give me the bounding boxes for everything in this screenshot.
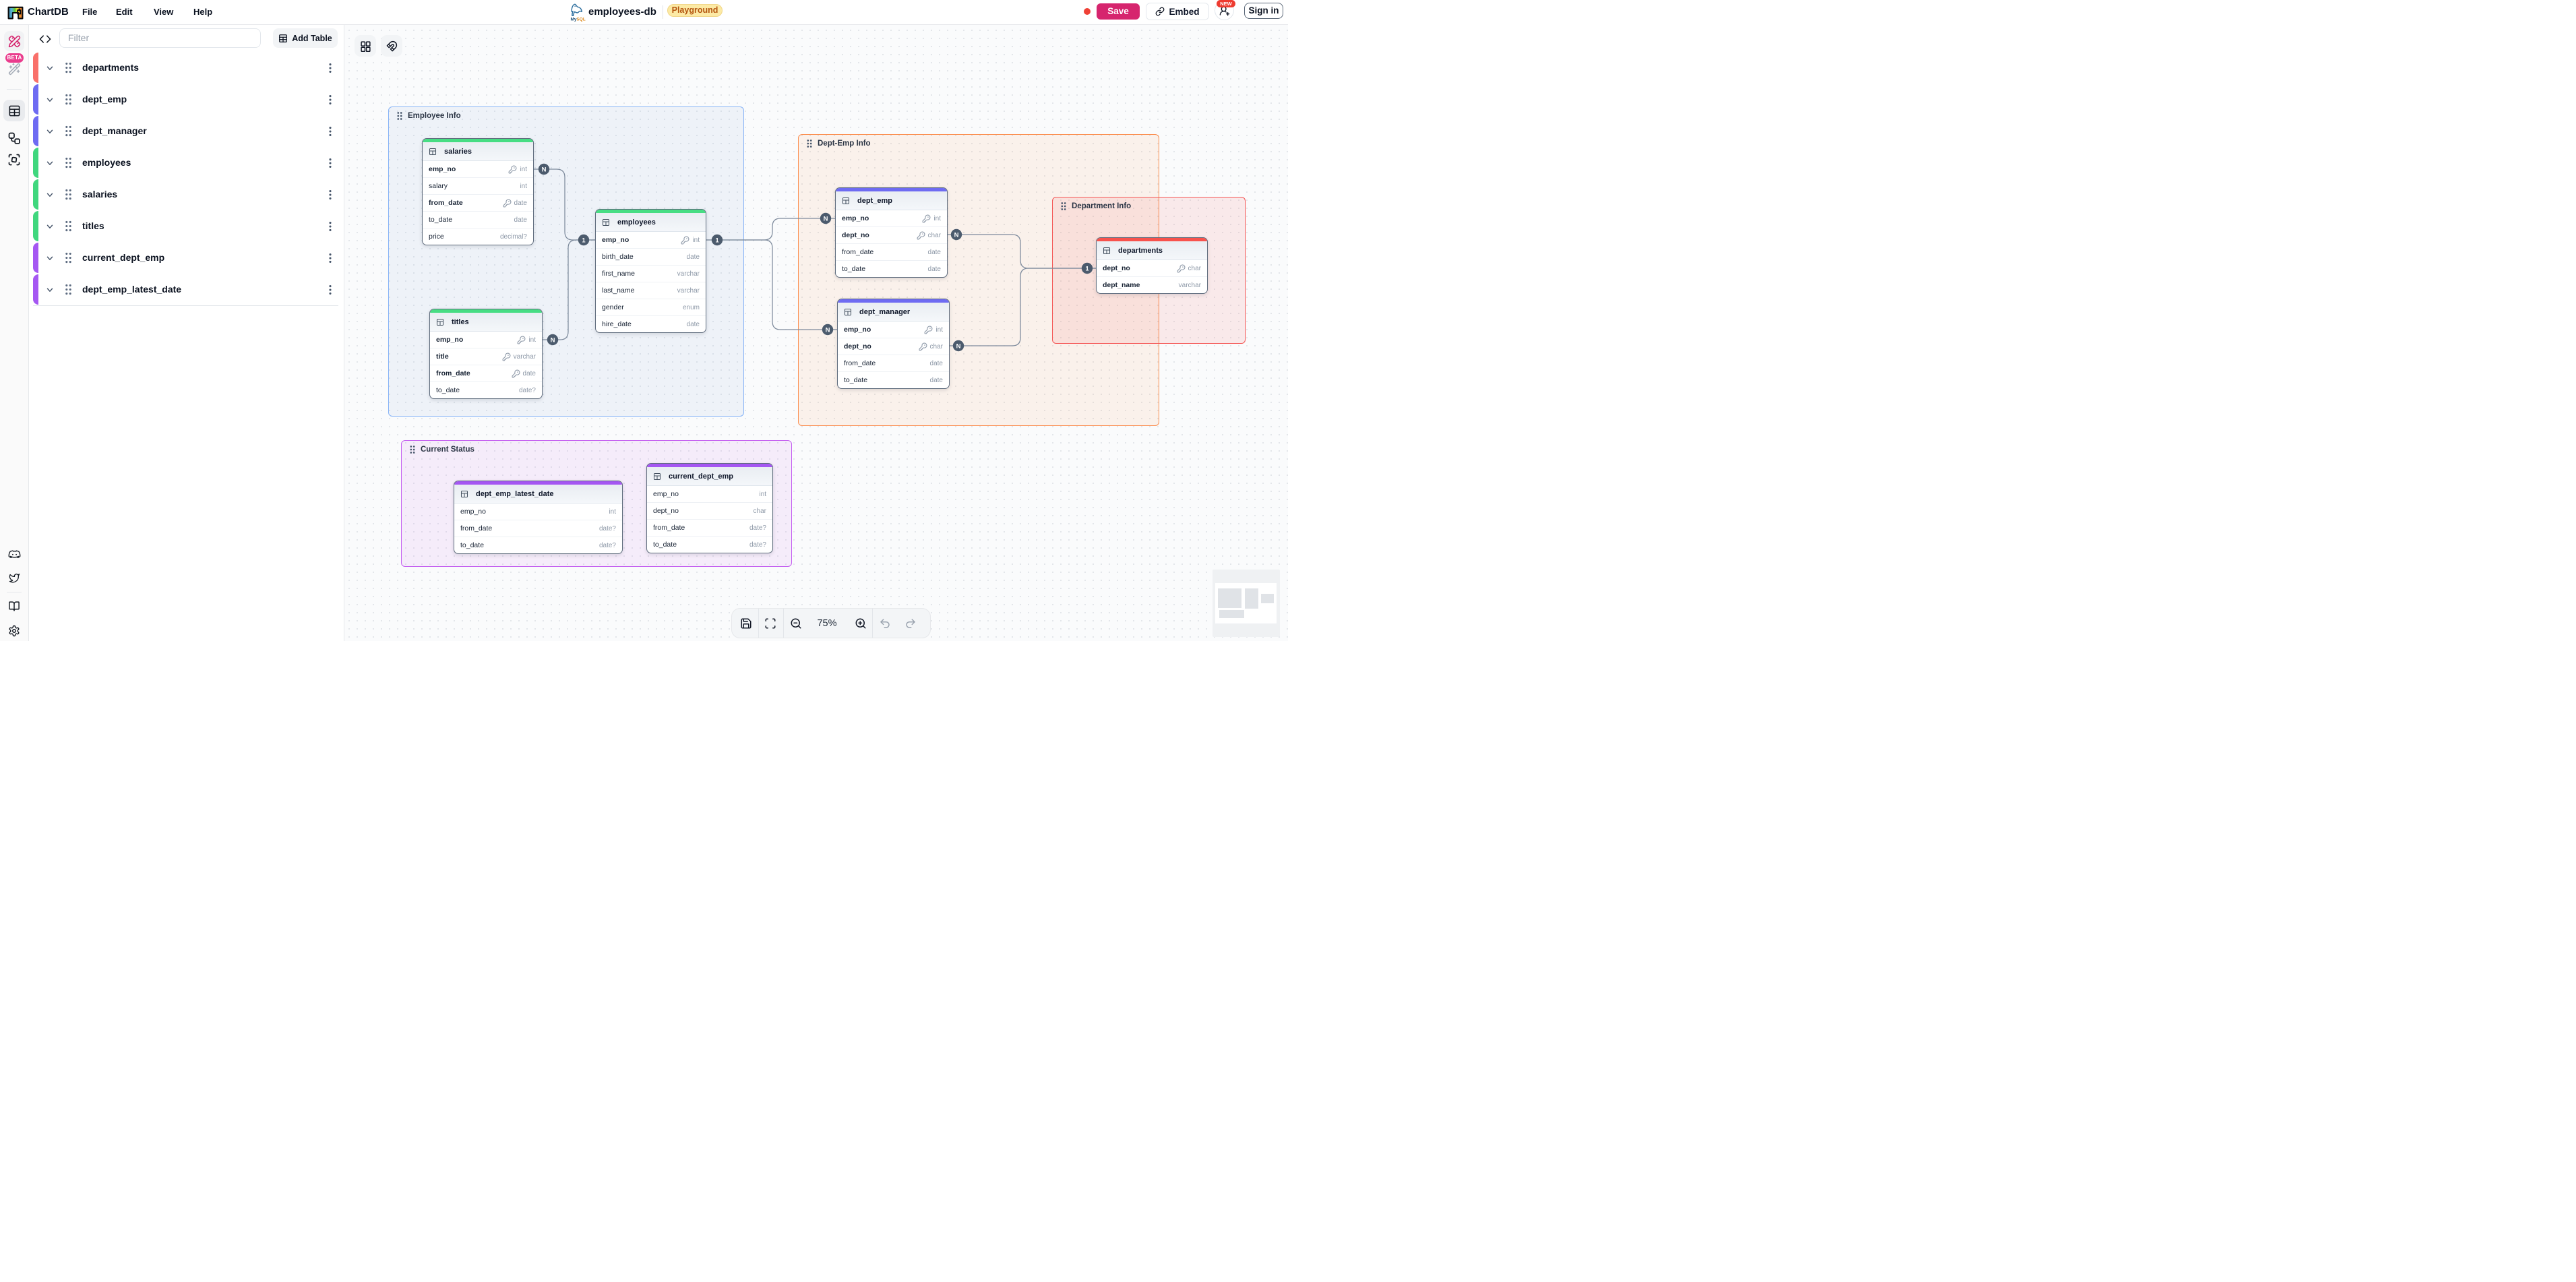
svg-text:SQL: SQL	[576, 18, 585, 22]
svg-text:My: My	[571, 18, 577, 22]
